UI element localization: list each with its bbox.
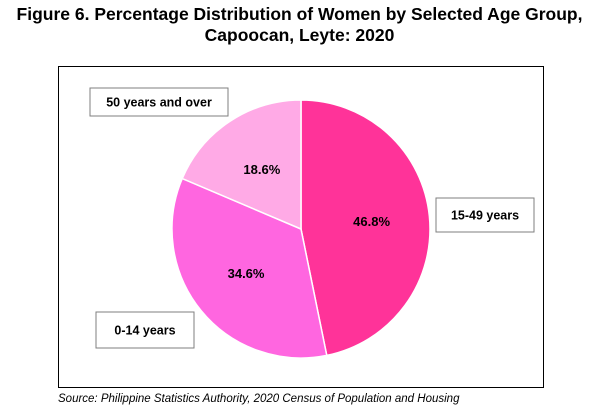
chart-title: Figure 6. Percentage Distribution of Wom… <box>0 4 599 46</box>
category-label: 0-14 years <box>114 324 175 338</box>
category-label: 15-49 years <box>451 209 519 223</box>
category-label-box <box>89 87 229 117</box>
chart-frame <box>58 66 544 388</box>
chart-title-line1: Figure 6. Percentage Distribution of Wom… <box>16 4 583 24</box>
slice-value-label: 18.6% <box>243 162 280 177</box>
chart-title-line2: Capoocan, Leyte: 2020 <box>204 25 395 45</box>
pie-slice <box>171 177 328 359</box>
category-label: 50 years and over <box>106 96 212 110</box>
category-label-box <box>95 311 195 349</box>
pie-slice <box>300 99 431 357</box>
slice-value-label: 46.8% <box>353 214 390 229</box>
pie-slice <box>181 99 302 231</box>
slice-value-label: 34.6% <box>228 266 265 281</box>
source-note: Source: Philippine Statistics Authority,… <box>58 393 460 405</box>
category-label-box <box>435 197 535 233</box>
